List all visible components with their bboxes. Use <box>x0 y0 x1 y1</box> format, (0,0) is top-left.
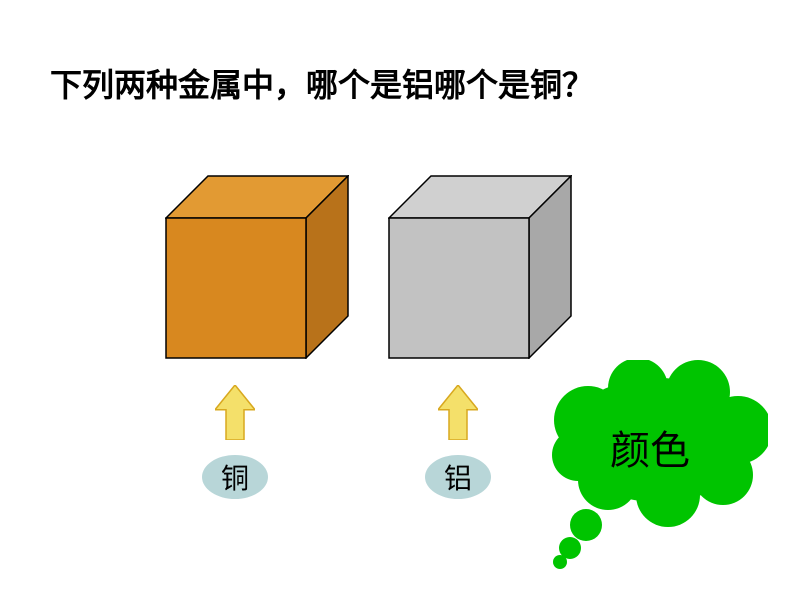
cloud-text: 颜色 <box>610 418 690 476</box>
question-title: 下列两种金属中，哪个是铝哪个是铜？ <box>50 60 594 106</box>
aluminum-cube <box>388 175 572 364</box>
metal-label: 铝 <box>425 455 491 499</box>
metal-label: 铜 <box>202 455 268 499</box>
metal-label-text: 铜 <box>221 457 249 497</box>
copper-cube <box>165 175 349 364</box>
thought-cloud: 颜色 <box>548 360 768 570</box>
metal-label-text: 铝 <box>444 457 472 497</box>
up-arrow-icon <box>438 385 478 445</box>
up-arrow-icon <box>215 385 255 445</box>
